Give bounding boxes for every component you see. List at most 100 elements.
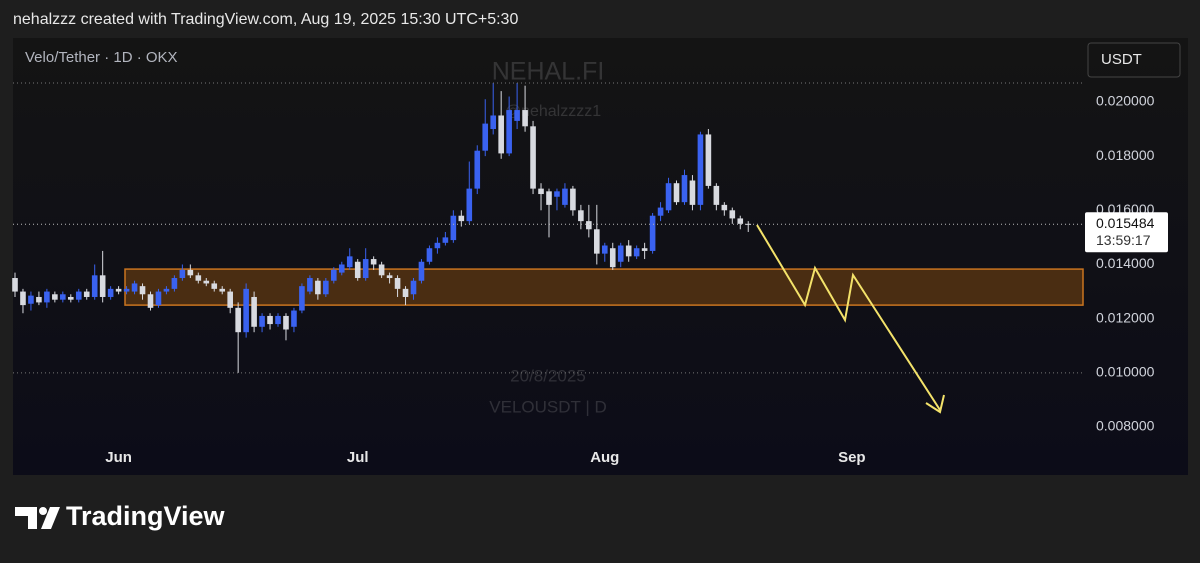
x-tick-label: Aug <box>590 449 619 466</box>
candle-body <box>705 134 712 186</box>
arrow-head <box>925 394 945 414</box>
candle-body <box>147 294 154 308</box>
candle-body <box>251 296 257 327</box>
candle-body <box>370 259 377 265</box>
x-tick-label: Sep <box>838 449 866 466</box>
candle-body <box>315 280 321 295</box>
candle-body <box>267 315 273 325</box>
watermark: VELOUSDT | D <box>489 397 606 416</box>
candle-body <box>60 294 66 300</box>
candle-body <box>115 288 122 292</box>
candle-body <box>434 242 441 249</box>
candle-body <box>570 188 576 211</box>
currency-button[interactable] <box>1087 42 1181 78</box>
candle-body <box>44 291 50 303</box>
candle-body <box>514 110 520 121</box>
candle-body <box>107 288 114 297</box>
candle-body <box>163 288 170 292</box>
candle-body <box>28 295 34 304</box>
candle-body <box>498 115 504 154</box>
candle-body <box>482 123 489 151</box>
candle-body <box>697 134 704 205</box>
candle-body <box>601 245 608 254</box>
candle-body <box>737 218 744 224</box>
candle-body <box>729 210 736 219</box>
candle-body <box>713 185 720 205</box>
symbol: Velo/Tether · 1D · OKX <box>25 49 178 66</box>
candle-body <box>83 291 90 297</box>
plot: 0.0080000.0100000.0120000.0140000.016000… <box>12 82 1168 466</box>
candle-body <box>52 294 58 300</box>
candle-body <box>546 191 552 205</box>
x-tick-label: Jul <box>347 449 369 466</box>
header: nehalzzz created with TradingView.com, A… <box>13 11 518 28</box>
candle-body <box>187 269 194 276</box>
watermark: NEHAL.FI <box>492 58 605 86</box>
y-tick-label: 0.008000 <box>1096 418 1155 434</box>
candle-body <box>538 188 544 195</box>
candle-body <box>362 259 369 279</box>
watermark: @nehalzzzz1 <box>505 103 601 120</box>
candle-body <box>259 315 265 327</box>
candle-body <box>673 183 680 203</box>
y-tick-label: 0.014000 <box>1096 255 1155 271</box>
candle-body <box>721 204 728 211</box>
last-price-label: 0.015484 <box>1096 215 1155 231</box>
candle-body <box>681 175 688 203</box>
candle-body <box>331 269 337 281</box>
candle-body <box>243 288 249 333</box>
candle-body <box>458 215 465 222</box>
y-tick-label: 0.010000 <box>1096 364 1155 380</box>
currency: USDT <box>1101 51 1142 68</box>
candle-body <box>474 150 481 189</box>
candle-body <box>91 275 98 297</box>
candle-body <box>657 207 664 216</box>
candle-body <box>155 291 162 306</box>
y-tick-label: 0.018000 <box>1096 147 1155 163</box>
candle-body <box>410 280 417 295</box>
candle-body <box>36 296 42 303</box>
candle-body <box>235 307 241 333</box>
candle-body <box>426 248 433 262</box>
candle-body <box>562 188 568 205</box>
candle-body <box>20 291 26 306</box>
countdown: 13:59:17 <box>1096 232 1151 248</box>
candle-body <box>219 288 226 292</box>
candle-body <box>466 188 473 222</box>
candle-body <box>227 291 233 308</box>
candle-body <box>625 245 632 257</box>
logo-text: TradingView <box>66 501 226 531</box>
candle-body <box>75 291 82 300</box>
candle-body <box>386 275 393 279</box>
candle-body <box>617 245 624 262</box>
candle-body <box>745 223 752 225</box>
candle-body <box>554 191 560 197</box>
logo-dot <box>39 507 47 515</box>
projection-drawing <box>756 224 945 414</box>
candle-body <box>586 221 592 230</box>
y-tick-label: 0.012000 <box>1096 309 1155 325</box>
candle-body <box>123 288 130 292</box>
logo: TradingView <box>15 501 226 531</box>
candle-body <box>323 280 329 295</box>
candle-body <box>275 315 281 325</box>
candle-body <box>291 310 297 327</box>
candle-body <box>307 278 313 292</box>
candle-body <box>338 264 345 273</box>
candle-body <box>418 261 425 281</box>
candle-body <box>99 275 106 297</box>
candle-body <box>641 248 648 251</box>
candle-body <box>665 183 672 211</box>
candle-body <box>67 296 74 300</box>
candle-body <box>171 278 178 289</box>
logo-mark <box>15 507 37 529</box>
candle-body <box>346 256 353 268</box>
logo-mark <box>41 507 60 529</box>
last-price-box <box>1085 212 1168 253</box>
candle-body <box>195 275 202 281</box>
zone <box>124 268 1084 306</box>
candle-body <box>609 248 616 268</box>
candle-body <box>578 210 584 222</box>
candle-body <box>506 110 512 154</box>
